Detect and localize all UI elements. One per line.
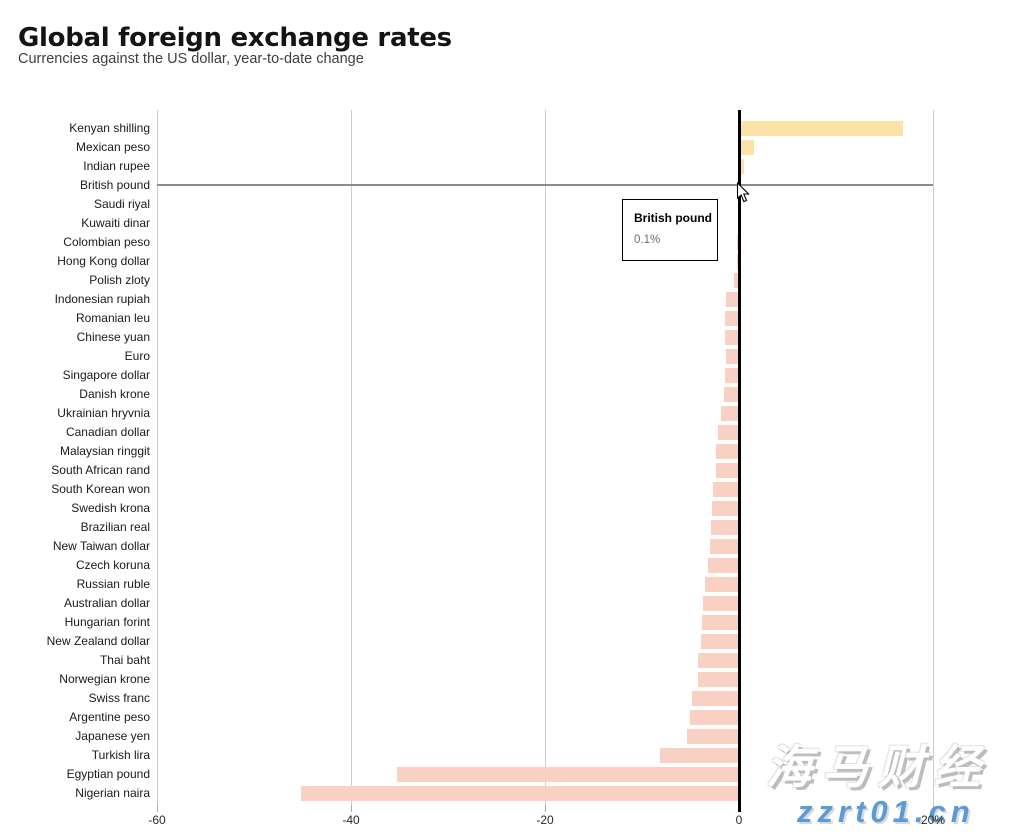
bar-turkish-lira[interactable] [660, 747, 739, 763]
category-label: Kenyan shilling [69, 120, 150, 135]
bar-russian-ruble[interactable] [705, 576, 739, 592]
bar-norwegian-krone[interactable] [698, 671, 739, 687]
bar-mexican-peso[interactable] [739, 139, 754, 155]
category-label: Indian rupee [83, 158, 150, 173]
category-label: Saudi riyal [93, 196, 150, 211]
bar-chinese-yuan[interactable] [725, 329, 739, 345]
bar-egyptian-pound[interactable] [396, 766, 739, 782]
bar-new-zealand-dollar[interactable] [701, 633, 739, 649]
category-label: Australian dollar [63, 595, 150, 610]
bar-south-korean-won[interactable] [712, 481, 739, 497]
x-tick-label: 20% [920, 813, 946, 827]
gridline [545, 110, 546, 805]
category-label: Swedish krona [71, 500, 150, 515]
category-label: Russian ruble [76, 576, 150, 591]
category-label: Singapore dollar [62, 367, 150, 382]
category-label: Danish krone [79, 386, 150, 401]
bar-australian-dollar[interactable] [703, 595, 739, 611]
axis-tick [933, 805, 934, 812]
category-label: Turkish lira [91, 747, 150, 762]
category-label: Egyptian pound [66, 766, 150, 781]
bar-romanian-leu[interactable] [725, 310, 739, 326]
category-label: South Korean won [51, 481, 150, 496]
x-tick-label: 0 [735, 813, 743, 827]
category-label: Czech koruna [75, 557, 150, 572]
axis-tick [545, 805, 546, 812]
page-subtitle: Currencies against the US dollar, year-t… [18, 51, 364, 67]
category-label: Euro [124, 348, 150, 363]
category-label: Argentine peso [69, 709, 150, 724]
x-tick-label: -40 [342, 813, 360, 827]
category-label: Thai baht [99, 652, 150, 667]
category-label: Polish zloty [89, 272, 150, 287]
bar-nigerian-naira[interactable] [300, 785, 739, 801]
category-label: Swiss franc [88, 690, 150, 705]
category-label: British pound [79, 177, 150, 192]
bar-malaysian-ringgit[interactable] [715, 443, 739, 459]
category-label: Kuwaiti dinar [81, 215, 150, 230]
category-label: Ukrainian hryvnia [57, 405, 150, 420]
category-label: Hong Kong dollar [57, 253, 150, 268]
category-label: Indonesian rupiah [54, 291, 150, 306]
mouse-cursor [736, 182, 750, 203]
axis-tick [157, 805, 158, 812]
bar-japanese-yen[interactable] [686, 728, 739, 744]
category-label: Romanian leu [75, 310, 150, 325]
bar-singapore-dollar[interactable] [725, 367, 739, 383]
x-tick-label: -60 [148, 813, 166, 827]
tooltip: British pound 0.1% [622, 199, 718, 261]
bar-hungarian-forint[interactable] [702, 614, 739, 630]
watermark-site: zzrt01.cn [797, 794, 975, 829]
gridline [157, 110, 158, 805]
bar-argentine-peso[interactable] [689, 709, 739, 725]
bar-indonesian-rupiah[interactable] [726, 291, 739, 307]
category-label: Nigerian naira [75, 785, 150, 800]
page-title: Global foreign exchange rates [18, 23, 452, 54]
bar-brazilian-real[interactable] [710, 519, 739, 535]
bar-polish-zloty[interactable] [734, 272, 739, 288]
bar-swiss-franc[interactable] [692, 690, 739, 706]
category-label: New Zealand dollar [46, 633, 150, 648]
watermark-brand: 海马财经 [766, 741, 990, 793]
category-label: New Taiwan dollar [52, 538, 150, 553]
x-tick-label: -20 [536, 813, 554, 827]
bar-ukrainian-hryvnia[interactable] [720, 405, 739, 421]
bar-new-taiwan-dollar[interactable] [709, 538, 739, 554]
category-label: Japanese yen [75, 728, 150, 743]
category-label: Colombian peso [63, 234, 150, 249]
category-label: Chinese yuan [76, 329, 150, 344]
bar-kenyan-shilling[interactable] [739, 120, 903, 136]
category-label: Canadian dollar [65, 424, 150, 439]
zero-axis-line [737, 110, 741, 812]
bar-thai-baht[interactable] [698, 652, 739, 668]
category-label: Brazilian real [80, 519, 150, 534]
bar-czech-koruna[interactable] [707, 557, 739, 573]
category-label: South African rand [51, 462, 150, 477]
category-label: Norwegian krone [59, 671, 150, 686]
bar-swedish-krona[interactable] [711, 500, 739, 516]
bar-euro[interactable] [726, 348, 739, 364]
bar-danish-krone[interactable] [724, 386, 739, 402]
category-label: Hungarian forint [64, 614, 150, 629]
bar-south-african-rand[interactable] [715, 462, 739, 478]
hover-row-line [157, 184, 933, 186]
axis-tick [351, 805, 352, 812]
gridline [933, 110, 934, 805]
category-label: Malaysian ringgit [59, 443, 150, 458]
bar-indian-rupee[interactable] [739, 158, 744, 174]
gridline [351, 110, 352, 805]
category-label: Mexican peso [75, 139, 150, 154]
bar-canadian-dollar[interactable] [717, 424, 739, 440]
tooltip-title: British pound [634, 211, 712, 225]
tooltip-value: 0.1% [634, 234, 661, 246]
